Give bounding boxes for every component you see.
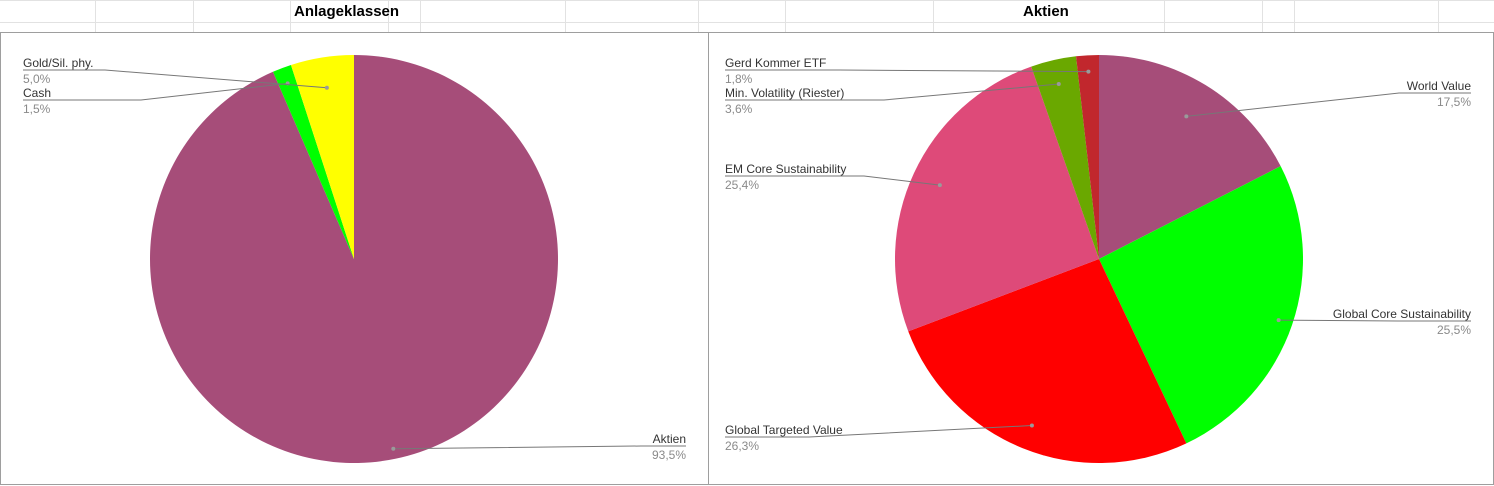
column-divider <box>933 0 934 32</box>
pie-slice-global-targeted-value[interactable] <box>908 259 1187 463</box>
chart-panel-anlageklassen[interactable]: Aktien 93,5% Cash 1,5% Gold/Sil. phy. 5,0% <box>0 32 709 485</box>
leader-dot-world-value <box>1184 114 1189 119</box>
row-divider <box>0 22 1494 23</box>
leader-dot-aktien <box>391 446 396 451</box>
leader-line-em-core-sustainability <box>725 175 940 186</box>
leader-dot-global-targeted-value <box>1029 423 1034 428</box>
pie-slice-em-core-sustainability[interactable] <box>895 66 1099 332</box>
slice-label-global-core-sustainability: Global Core Sustainability <box>1333 307 1471 321</box>
slice-label-global-targeted-value: Global Targeted Value <box>725 423 843 437</box>
slice-value-global-targeted-value: 26,3% <box>725 439 759 453</box>
leader-line-world-value <box>1186 92 1471 117</box>
slice-label-aktien: Aktien <box>653 432 686 446</box>
leader-dot-gerd-kommer-etf <box>1086 69 1091 74</box>
leader-dot-global-core-sustainability <box>1276 318 1281 323</box>
leader-dot-gold-sil-phy <box>324 85 329 90</box>
column-divider <box>420 0 421 32</box>
pie-slice-cash[interactable] <box>272 64 354 259</box>
slice-label-world-value: World Value <box>1407 79 1472 93</box>
leader-line-aktien <box>393 445 686 450</box>
column-divider <box>95 0 96 32</box>
slice-value-gerd-kommer-etf: 1,8% <box>725 72 753 86</box>
slice-value-cash: 1,5% <box>23 102 51 116</box>
slice-label-gerd-kommer-etf: Gerd Kommer ETF <box>725 56 826 70</box>
slice-label-min-volatility-riester: Min. Volatility (Riester) <box>725 86 844 100</box>
leader-dot-em-core-sustainability <box>937 183 942 188</box>
slice-label-cash: Cash <box>23 86 51 100</box>
pie-slice-min-volatility-riester[interactable] <box>1031 56 1099 260</box>
column-divider <box>1294 0 1295 32</box>
slice-value-gold-sil-phy: 5,0% <box>23 72 51 86</box>
leader-line-gold-sil-phy <box>23 69 327 89</box>
chart-panel-aktien[interactable]: World Value 17,5% Global Core Sustainabili… <box>708 32 1494 485</box>
column-divider <box>388 0 389 32</box>
slice-value-aktien: 93,5% <box>652 448 686 462</box>
slice-label-gold-sil-phy: Gold/Sil. phy. <box>23 56 93 70</box>
chart-title-anlageklassen: Anlageklassen <box>294 3 400 20</box>
column-divider <box>1262 0 1263 32</box>
column-divider <box>193 0 194 32</box>
leader-dot-min-volatility-riester <box>1056 82 1061 87</box>
leader-line-cash <box>23 82 288 101</box>
pie-slice-gold-sil-phy[interactable] <box>290 55 354 259</box>
chart-title-aktien: Aktien <box>1023 3 1069 20</box>
column-divider <box>565 0 566 32</box>
leader-line-gerd-kommer-etf <box>725 69 1089 73</box>
column-divider <box>290 0 291 32</box>
column-divider <box>698 0 699 32</box>
pie-slice-world-value[interactable] <box>1099 55 1281 259</box>
pie-slice-global-core-sustainability[interactable] <box>1099 166 1303 444</box>
column-divider <box>1164 0 1165 32</box>
slice-value-global-core-sustainability: 25,5% <box>1437 323 1471 337</box>
leader-line-global-core-sustainability <box>1278 319 1471 322</box>
slice-label-em-core-sustainability: EM Core Sustainability <box>725 162 846 176</box>
slice-value-min-volatility-riester: 3,6% <box>725 102 753 116</box>
pie-chart-anlageklassen: Aktien 93,5% Cash 1,5% Gold/Sil. phy. 5,0% <box>23 55 686 463</box>
leader-line-min-volatility-riester <box>725 83 1059 101</box>
leader-line-global-targeted-value <box>725 425 1032 438</box>
slice-value-em-core-sustainability: 25,4% <box>725 178 759 192</box>
row-divider <box>0 0 1494 1</box>
column-divider <box>1438 0 1439 32</box>
pie-slice-gerd-kommer-etf[interactable] <box>1076 55 1099 259</box>
spreadsheet-header-row: Anlageklassen Aktien <box>0 0 1494 32</box>
column-divider <box>785 0 786 32</box>
slice-value-world-value: 17,5% <box>1437 95 1471 109</box>
pie-chart-aktien: World Value 17,5% Global Core Sustainabili… <box>725 55 1472 463</box>
